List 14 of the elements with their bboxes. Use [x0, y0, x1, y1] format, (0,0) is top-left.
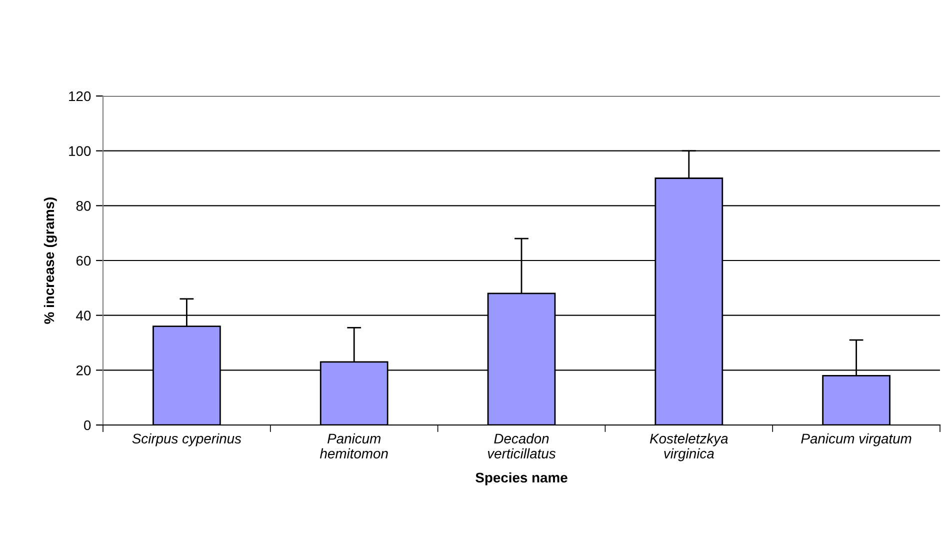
y-tick-label: 60 — [76, 256, 91, 266]
y-tick-label: 0 — [84, 420, 91, 430]
x-tick-label: Scirpus cyperinus — [132, 433, 242, 446]
x-tick-label: Panicum hemitomon — [320, 433, 388, 458]
y-tick-label: 100 — [69, 146, 91, 156]
x-tick-label: Kosteletzkya virginica — [650, 433, 728, 462]
y-tick-label: 20 — [76, 366, 91, 376]
y-tick-label: 80 — [76, 201, 91, 211]
y-axis-title: % increase (grams) — [44, 198, 57, 324]
y-tick-label: 40 — [76, 310, 91, 321]
y-tick-label: 120 — [69, 91, 91, 102]
x-axis-title: Species name — [476, 472, 568, 486]
x-tick-label: Decadon verticillatus — [488, 433, 556, 458]
x-tick-label: Panicum virgatum — [801, 433, 912, 446]
